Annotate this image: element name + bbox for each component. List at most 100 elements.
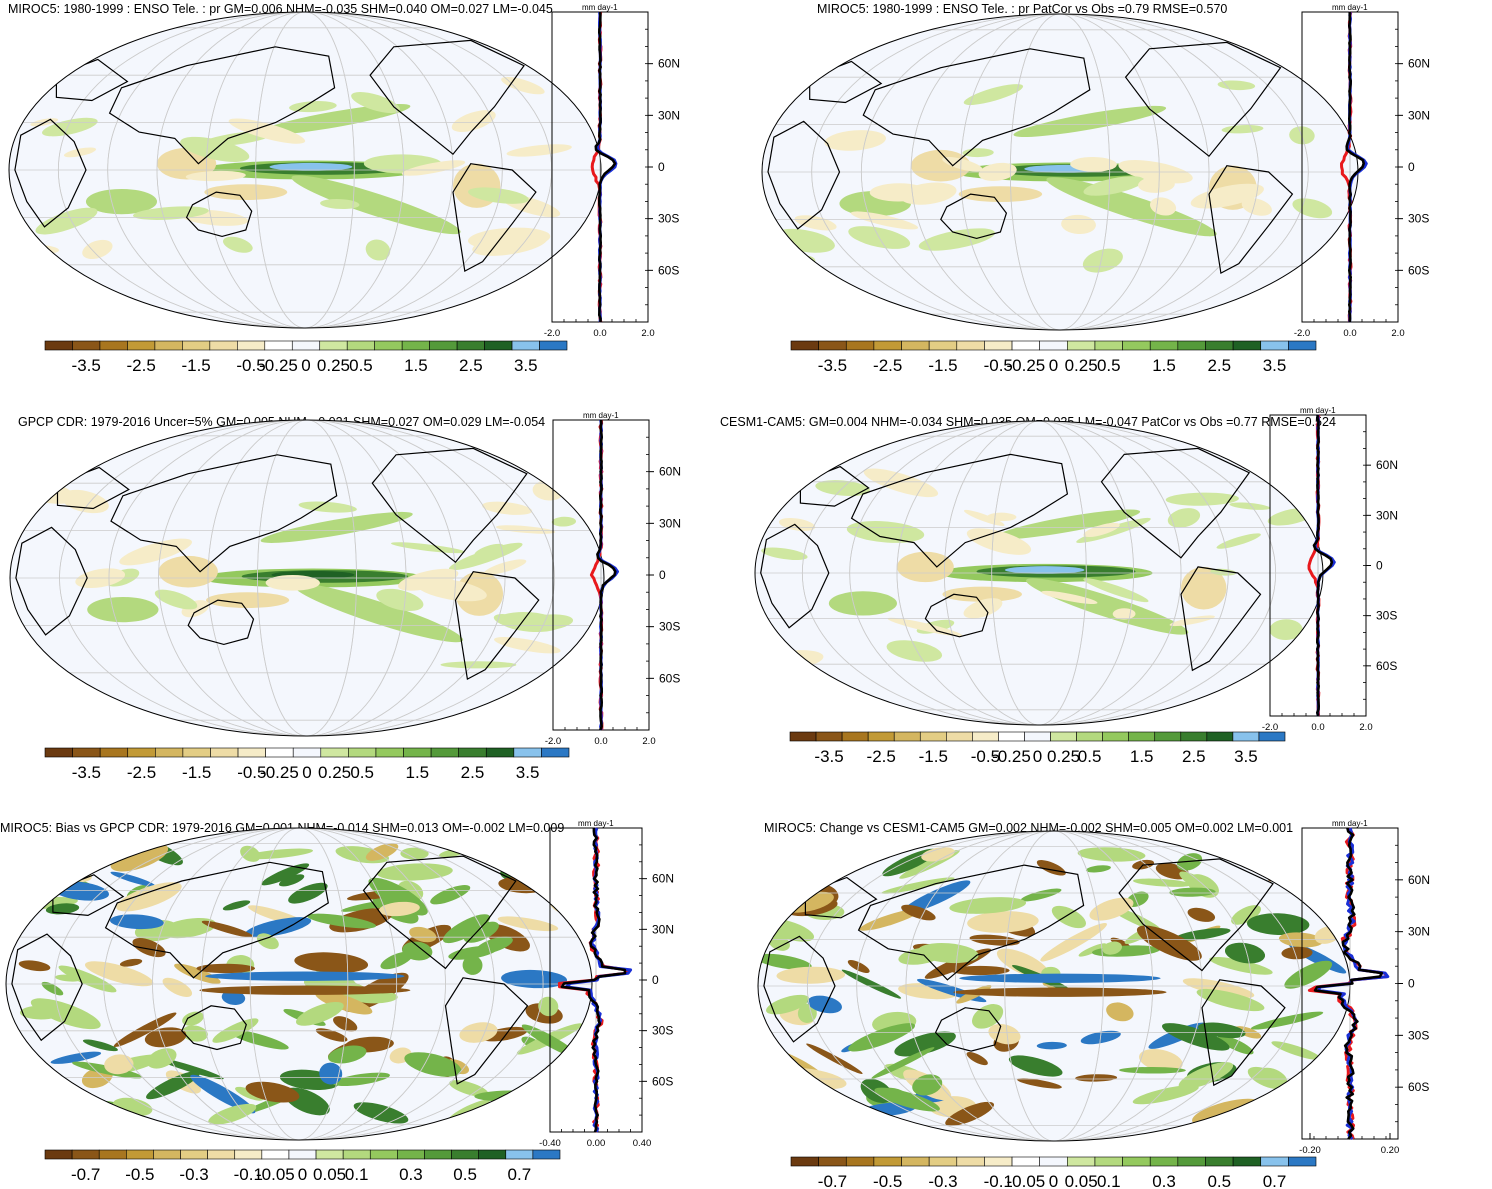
colorbar-swatch xyxy=(44,1149,73,1160)
colorbar-swatch xyxy=(401,340,430,351)
lat-tick-label: 0 xyxy=(659,568,666,582)
coastline-asia xyxy=(857,864,1085,981)
colorbar-swatch xyxy=(928,1156,958,1167)
anomaly-region xyxy=(945,1101,995,1127)
zonal-profile: mm day-1 60N 30N 0 30S 60S -2.0 0.0 2.0 xyxy=(545,411,681,747)
anomaly-region xyxy=(332,1072,390,1087)
coastline-africa xyxy=(767,120,841,230)
lat-tick-label: 30S xyxy=(1376,609,1397,623)
colorbar-swatch xyxy=(369,1149,398,1160)
panel-1: MIROC5: 1980-1999 : ENSO Tele. : pr GM=0… xyxy=(8,2,680,375)
anomaly-region xyxy=(1020,888,1062,902)
lat-tick-label: 0 xyxy=(658,160,665,174)
lat-tick-label: 30N xyxy=(659,516,681,530)
anomaly-region xyxy=(116,882,182,912)
anomaly-region xyxy=(498,839,565,867)
colorbar-label: 0 xyxy=(301,356,310,375)
colorbar-swatch xyxy=(424,1149,452,1160)
anomaly-region xyxy=(6,854,49,868)
colorbar-swatch xyxy=(541,747,570,758)
coastline-southAmerica xyxy=(1201,979,1286,1087)
x-tick-label: 0.0 xyxy=(594,736,607,747)
anomaly-region xyxy=(1269,619,1303,641)
colorbar-swatch xyxy=(374,340,403,351)
colorbar-swatch xyxy=(478,1149,507,1160)
anomaly-region xyxy=(18,960,51,972)
colorbar-label: 0.3 xyxy=(399,1165,423,1184)
coastline-asia xyxy=(850,453,1069,568)
anomaly-region xyxy=(481,501,533,515)
coastline-asia xyxy=(862,48,1091,167)
anomaly-region xyxy=(110,914,164,930)
anomaly-region xyxy=(1132,1085,1199,1105)
colorbar-label: 0.05 xyxy=(313,1165,346,1184)
anomaly-region xyxy=(222,900,251,911)
anomaly-region xyxy=(1228,1102,1278,1126)
colorbar-swatch xyxy=(458,747,487,758)
colorbar-swatch xyxy=(1122,1156,1151,1167)
graticule-meridian xyxy=(896,421,1182,725)
colorbar-label: -0.25 xyxy=(992,747,1031,766)
colorbar-label: -0.5 xyxy=(125,1165,154,1184)
anomaly-region xyxy=(551,516,577,527)
anomaly-region xyxy=(806,1043,863,1074)
anomaly-region xyxy=(797,1003,817,1023)
graticule-meridian xyxy=(860,14,1260,330)
anomaly-region xyxy=(1217,80,1256,91)
colorbar-label: -0.5 xyxy=(236,356,265,375)
anomaly-region xyxy=(807,995,843,1014)
colorbar-label: 0.05 xyxy=(1065,1172,1098,1189)
graticule-meridian xyxy=(107,12,503,328)
coastline-africa xyxy=(11,933,83,1042)
graticule-meridian xyxy=(849,421,1229,725)
lat-tick-label: 60S xyxy=(658,263,679,277)
coastline-northAmerica xyxy=(362,855,517,970)
colorbar-swatch xyxy=(1094,1156,1123,1167)
anomaly-region xyxy=(1302,1093,1349,1110)
profile-unit: mm day-1 xyxy=(578,819,614,828)
profile-line-model xyxy=(596,420,617,731)
coastline-europe xyxy=(55,58,129,102)
anomaly-region xyxy=(378,901,420,917)
anomaly-region xyxy=(365,843,399,861)
x-tick-label: 2.0 xyxy=(1391,328,1404,339)
anomaly-region xyxy=(1083,522,1120,538)
profile-line-model xyxy=(560,828,627,1133)
anomaly-region xyxy=(1268,851,1324,882)
colorbar-label: 1.5 xyxy=(405,763,429,782)
x-tick-label: -0.20 xyxy=(1299,1145,1321,1156)
anomaly-region xyxy=(448,542,523,571)
graticule-meridian xyxy=(960,14,1160,330)
anomaly-region xyxy=(1036,1041,1067,1050)
anomaly-region xyxy=(1017,1078,1062,1089)
colorbar-swatch xyxy=(845,340,875,351)
anomaly-region xyxy=(1295,1095,1334,1114)
anomaly-region xyxy=(87,596,159,623)
colorbar-label: 2.5 xyxy=(1182,747,1206,766)
graticule-meridian xyxy=(103,828,495,1140)
anomaly-region xyxy=(493,637,561,654)
anomaly-region xyxy=(467,227,551,250)
colorbar-swatch xyxy=(956,1156,985,1167)
anomaly-region xyxy=(63,853,86,871)
graticule-meridian xyxy=(811,14,1309,330)
graticule-meridian xyxy=(1004,831,1104,1141)
anomaly-region xyxy=(468,187,529,204)
anomaly-region xyxy=(85,188,157,215)
anomaly-region xyxy=(495,525,556,534)
anomaly-region xyxy=(401,160,466,176)
anomaly-region xyxy=(243,848,314,860)
anomaly-region xyxy=(1284,960,1333,989)
graticule-meridian xyxy=(158,420,456,736)
zonal-profile: mm day-1 60N 30N 0 30S 60S -2.0 0.0 2.0 xyxy=(544,3,680,339)
colorbar-swatch xyxy=(789,731,817,742)
colorbar-label: -0.5 xyxy=(984,356,1013,375)
colorbar-swatch xyxy=(1128,731,1156,742)
lat-tick-label: 30S xyxy=(658,212,679,226)
colorbar-swatch xyxy=(1260,340,1289,351)
anomaly-region xyxy=(918,228,995,251)
colorbar-label: -0.25 xyxy=(1006,356,1045,375)
colorbar-swatch xyxy=(956,340,985,351)
anomaly-region xyxy=(761,547,808,561)
graticule-meridian xyxy=(943,421,1135,725)
